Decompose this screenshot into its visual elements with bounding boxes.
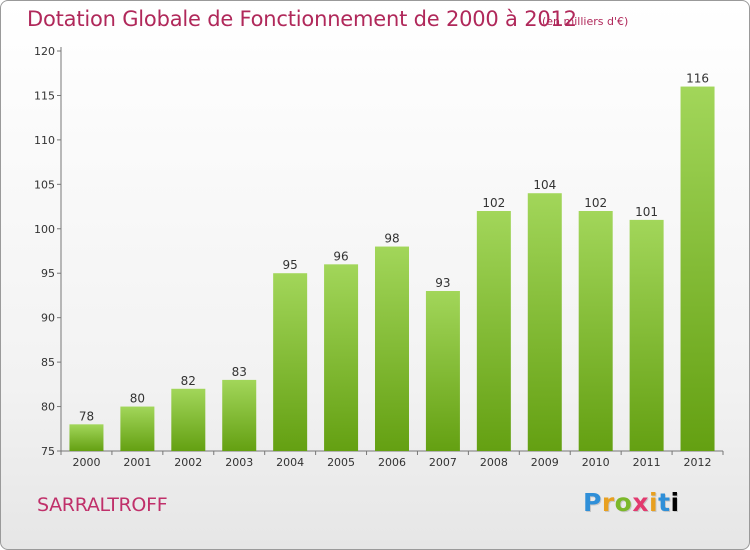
x-tick-label: 2001 — [123, 456, 151, 469]
data-label-2008: 102 — [482, 196, 505, 210]
chart-axes: 75 80 85 90 95 100 105 110 115 120 2000 2001 2002 200… — [34, 45, 724, 469]
x-tick-label: 2012 — [684, 456, 712, 469]
x-tick-label: 2006 — [378, 456, 406, 469]
y-tick-label: 95 — [41, 267, 55, 280]
bar-2012 — [680, 86, 715, 452]
data-label-2012: 116 — [686, 72, 709, 86]
chart-subtitle: (en milliers d'€) — [542, 15, 629, 28]
y-tick-label: 120 — [34, 45, 55, 58]
city-name: SARRALTROFF — [37, 494, 168, 516]
y-tick-label: 80 — [41, 401, 55, 414]
bar-2000 — [69, 424, 104, 451]
data-label-2010: 102 — [584, 196, 607, 210]
y-tick-label: 100 — [34, 223, 55, 236]
bar-2003 — [222, 379, 257, 451]
bar-2002 — [171, 388, 206, 451]
bar-2001 — [120, 406, 155, 451]
data-label-2009: 104 — [533, 178, 556, 192]
x-tick-label: 2010 — [582, 456, 610, 469]
chart-bars — [69, 86, 715, 452]
bar-2004 — [273, 273, 308, 451]
data-label-2004: 95 — [283, 258, 298, 272]
data-label-2003: 83 — [232, 365, 247, 379]
y-tick-label: 110 — [34, 134, 55, 147]
bar-2009 — [527, 193, 562, 451]
y-tick-label: 115 — [34, 89, 55, 102]
x-tick-label: 2011 — [633, 456, 661, 469]
chart-title: Dotation Globale de Fonctionnement de 20… — [27, 7, 577, 31]
bar-2005 — [324, 264, 359, 451]
y-tick-label: 75 — [41, 445, 55, 458]
proxiti-logo: Proxiti — [583, 488, 680, 517]
data-label-2007: 93 — [435, 276, 450, 290]
x-tick-label: 2005 — [327, 456, 355, 469]
data-label-2001: 80 — [130, 392, 145, 406]
data-label-2002: 82 — [181, 374, 196, 388]
x-tick-label: 2000 — [72, 456, 100, 469]
data-label-2005: 96 — [333, 249, 348, 263]
chart-data-labels: 78 80 82 83 95 96 98 93 102 104 102 101 116 — [79, 72, 709, 424]
bar-2011 — [629, 219, 664, 451]
y-tick-label: 105 — [34, 178, 55, 191]
bar-2007 — [425, 291, 460, 451]
bar-2008 — [476, 211, 511, 451]
data-label-2000: 78 — [79, 409, 94, 423]
y-tick-label: 90 — [41, 312, 55, 325]
x-tick-label: 2003 — [225, 456, 253, 469]
x-tick-label: 2004 — [276, 456, 304, 469]
bar-2010 — [578, 211, 613, 451]
x-tick-label: 2007 — [429, 456, 457, 469]
x-tick-label: 2002 — [174, 456, 202, 469]
x-tick-label: 2009 — [531, 456, 559, 469]
data-label-2006: 98 — [384, 232, 399, 246]
x-tick-label: 2008 — [480, 456, 508, 469]
bar-2006 — [375, 246, 409, 451]
data-label-2011: 101 — [635, 205, 658, 219]
y-tick-label: 85 — [41, 356, 55, 369]
